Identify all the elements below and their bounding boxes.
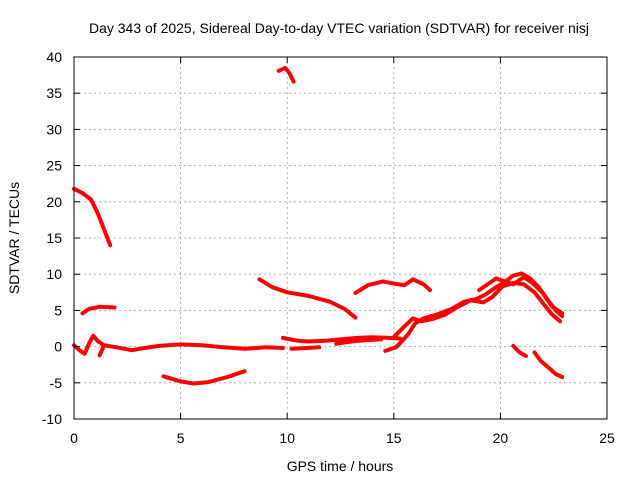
series-arc-3	[72, 333, 285, 356]
x-tick-label: 15	[386, 430, 402, 446]
series-arc-5	[161, 369, 247, 386]
x-axis-label: GPS time / hours	[287, 458, 394, 474]
y-axis-label: SDTVAR / TECUs	[6, 182, 22, 294]
x-tick-label: 25	[599, 430, 615, 446]
y-tick-label: 20	[46, 194, 62, 210]
series-arc-14	[477, 275, 565, 316]
x-tick-label: 20	[493, 430, 509, 446]
series-arc-10	[334, 337, 383, 346]
y-tick-label: -5	[50, 375, 63, 391]
series-arc-15	[511, 343, 528, 358]
series-arc-7	[276, 65, 296, 84]
tick-labels: 0 5 10 15 20 25 -10 -5 0 5 10 15 20 25 30 35 40	[42, 49, 615, 446]
x-tick-label: 0	[70, 430, 78, 446]
y-tick-label: -10	[42, 411, 62, 427]
y-tick-label: 30	[46, 121, 62, 137]
y-tick-label: 40	[46, 49, 62, 65]
y-tick-label: 15	[46, 230, 62, 246]
series-arc-8	[280, 335, 403, 344]
grid	[74, 57, 607, 419]
x-tick-label: 5	[177, 430, 185, 446]
series-arc-6	[257, 277, 358, 320]
x-tick-label: 10	[279, 430, 295, 446]
series-arc-4	[97, 343, 106, 358]
series-arc-9	[289, 345, 322, 351]
series-arc-11	[353, 277, 432, 295]
series-arc-13	[391, 280, 563, 340]
y-tick-label: 35	[46, 85, 62, 101]
y-tick-label: 10	[46, 266, 62, 282]
y-tick-label: 0	[54, 339, 62, 355]
series-arc-2	[80, 304, 117, 316]
chart-title: Day 343 of 2025, Sidereal Day-to-day VTE…	[89, 20, 589, 36]
series-arc-1	[72, 186, 113, 248]
series-arc-16	[532, 350, 565, 379]
y-tick-label: 25	[46, 158, 62, 174]
series-group	[72, 65, 565, 386]
y-tick-label: 5	[54, 302, 62, 318]
